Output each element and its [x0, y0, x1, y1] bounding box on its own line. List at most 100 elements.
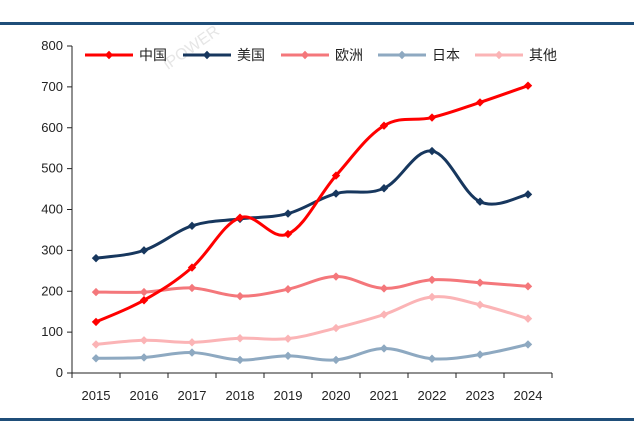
y-tick-label: 300 [41, 242, 63, 257]
watermark-text: iPOWER [161, 23, 223, 74]
legend-label: 其他 [529, 48, 557, 64]
y-tick-label: 600 [41, 120, 63, 135]
series-4 [91, 292, 533, 349]
data-point-marker [139, 336, 149, 345]
y-tick-label: 400 [41, 202, 63, 217]
data-point-marker [475, 350, 485, 359]
data-point-marker [427, 113, 437, 122]
data-point-marker [235, 334, 245, 343]
legend-item: 中国 [85, 48, 167, 64]
data-point-marker [379, 344, 389, 353]
data-point-marker [427, 292, 437, 302]
y-tick-label: 500 [41, 161, 63, 176]
legend-label: 日本 [432, 48, 460, 64]
data-point-marker [523, 190, 533, 199]
data-point-marker [475, 300, 485, 309]
series-line [95, 295, 529, 346]
data-point-marker [379, 284, 389, 293]
series-2 [91, 272, 533, 301]
data-point-marker [235, 291, 245, 301]
data-point-marker [139, 353, 149, 362]
data-point-marker [427, 146, 437, 156]
series-1 [91, 146, 533, 263]
data-point-marker [235, 213, 245, 222]
data-point-marker [187, 221, 197, 231]
legend-swatch-marker [494, 50, 504, 60]
x-tick-label: 2024 [514, 388, 543, 403]
data-point-marker [91, 354, 101, 363]
series-0 [91, 81, 533, 327]
legend-item: 日本 [378, 48, 460, 64]
x-tick-label: 2021 [370, 388, 399, 403]
data-point-marker [187, 283, 197, 293]
series-3 [91, 340, 533, 365]
bottom-rule [0, 418, 634, 421]
data-point-marker [523, 81, 533, 90]
data-point-marker [523, 282, 533, 291]
data-point-marker [91, 253, 101, 263]
data-point-marker [91, 340, 101, 349]
data-point-marker [283, 285, 293, 294]
legend-swatch-marker [300, 50, 310, 60]
data-point-marker [475, 278, 485, 287]
legend-item: 欧洲 [281, 48, 363, 64]
x-tick-label: 2016 [130, 388, 159, 403]
axes: 0 100 200 300 400 500 600 700 800 2015 2016 2017 201… [41, 38, 553, 403]
x-tick-label: 2019 [274, 388, 303, 403]
data-point-marker [187, 338, 197, 347]
data-point-marker [379, 310, 389, 319]
data-point-marker [427, 275, 437, 285]
x-tick-label: 2018 [226, 388, 255, 403]
series-line [95, 149, 529, 260]
data-point-marker [331, 189, 341, 198]
data-point-marker [91, 317, 101, 327]
data-point-marker [331, 355, 341, 365]
data-point-marker [283, 229, 293, 239]
legend-label: 中国 [139, 48, 167, 64]
data-point-marker [235, 355, 245, 365]
x-tick-label: 2015 [82, 388, 111, 403]
series-lines [91, 81, 533, 365]
data-point-marker [523, 340, 533, 349]
data-point-marker [475, 98, 485, 107]
x-tick-label: 2020 [322, 388, 351, 403]
legend-label: 美国 [237, 48, 265, 64]
y-tick-label: 200 [41, 283, 63, 298]
series-line [95, 84, 529, 324]
x-tick-label: 2023 [466, 388, 495, 403]
y-tick-label: 100 [41, 324, 63, 339]
legend: 中国 美国 欧洲 日本 其他 [85, 48, 557, 64]
data-point-marker [379, 121, 389, 130]
data-point-marker [283, 334, 293, 343]
legend-swatch-marker [104, 50, 114, 60]
legend-swatch-marker [397, 50, 407, 60]
x-tick-label: 2022 [418, 388, 447, 403]
legend-label: 欧洲 [335, 48, 363, 64]
top-rule [0, 22, 634, 25]
y-tick-label: 800 [41, 38, 63, 53]
data-point-marker [331, 272, 341, 281]
y-tick-label: 0 [56, 365, 63, 380]
data-point-marker [139, 287, 149, 297]
series-line [95, 275, 529, 298]
data-point-marker [523, 314, 533, 323]
y-tick-label: 700 [41, 79, 63, 94]
data-point-marker [331, 323, 341, 333]
data-point-marker [139, 246, 149, 255]
legend-swatch-marker [202, 50, 212, 60]
data-point-marker [379, 184, 389, 193]
legend-item: 美国 [183, 48, 265, 64]
data-point-marker [187, 348, 197, 357]
x-tick-label: 2017 [178, 388, 207, 403]
data-point-marker [283, 351, 293, 361]
data-point-marker [187, 263, 197, 272]
data-point-marker [427, 354, 437, 363]
data-point-marker [139, 296, 149, 305]
legend-item: 其他 [475, 48, 557, 64]
data-point-marker [283, 209, 293, 218]
series-line [95, 342, 529, 362]
data-point-marker [475, 197, 485, 206]
data-point-marker [91, 287, 101, 297]
data-point-marker [331, 171, 341, 180]
